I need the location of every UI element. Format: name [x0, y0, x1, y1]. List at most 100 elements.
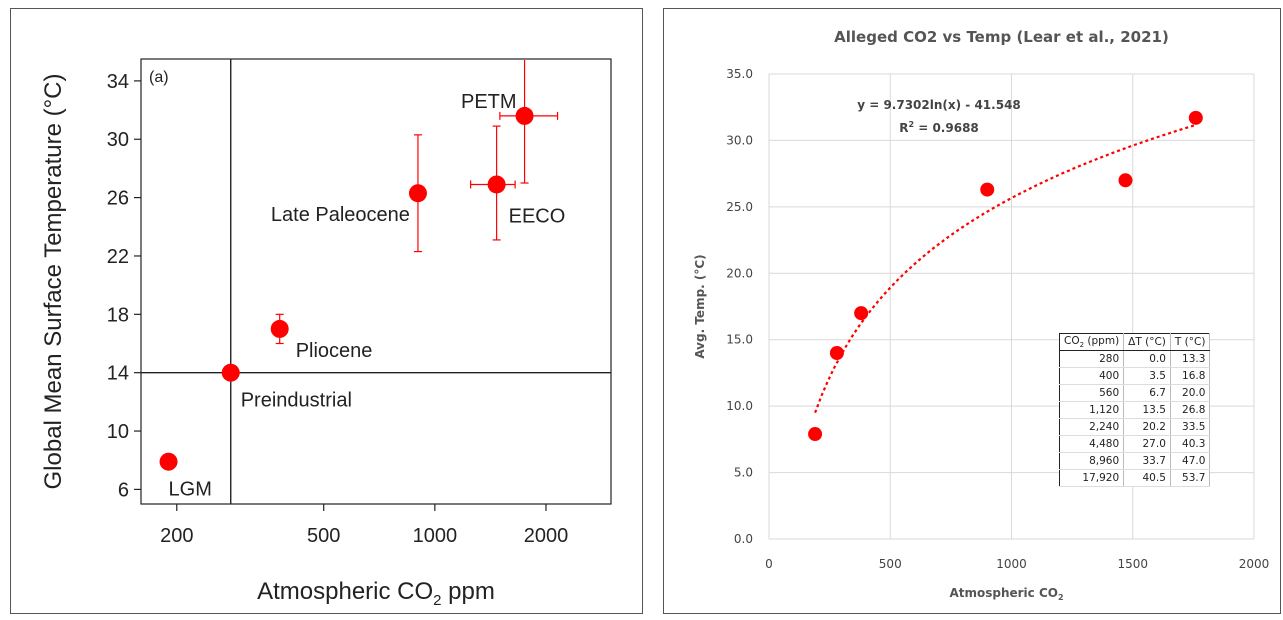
table-header-cell: T (°C): [1170, 333, 1211, 352]
y-tick-label: 0.0: [734, 532, 753, 546]
table-cell: 33.7: [1123, 452, 1171, 471]
x-tick-label: 1500: [1117, 557, 1148, 571]
table-cell: 33.5: [1170, 418, 1211, 437]
table-cell: 16.8: [1170, 367, 1211, 386]
table-cell: 6.7: [1123, 384, 1171, 403]
table-row: 1,120 13.5 26.8: [1059, 401, 1211, 420]
data-point-petm: [515, 106, 534, 125]
point-label: EECO: [509, 205, 566, 227]
y-tick-label: 30.0: [726, 133, 753, 147]
x-tick-label: 200: [160, 525, 193, 547]
y-tick-label: 22: [107, 246, 129, 268]
table-cell: 40.3: [1170, 435, 1211, 454]
table-row: 2,240 20.2 33.5: [1059, 418, 1211, 437]
data-point-lgm: [159, 452, 178, 471]
table-cell: 13.5: [1123, 401, 1171, 420]
table-cell: 20.0: [1170, 384, 1211, 403]
data-point-pliocene: [270, 319, 289, 338]
y-tick-label: 10: [107, 421, 129, 443]
x-tick-label: 500: [879, 557, 902, 571]
x-axis-label-subscript: 2: [1058, 593, 1064, 602]
table-cell: 400: [1059, 367, 1125, 386]
point-label: LGM: [169, 479, 212, 501]
trendline-r-squared: R2 = 0.9688: [899, 120, 979, 135]
x-axis-label-main: Atmospheric CO: [257, 578, 433, 605]
table-row: 4,480 27.0 40.3: [1059, 435, 1211, 454]
table-cell: 20.2: [1123, 418, 1171, 437]
y-tick-label: 25.0: [726, 200, 753, 214]
r-squared-suffix: = 0.9688: [914, 121, 979, 135]
table-cell: 560: [1059, 384, 1125, 403]
data-point-4: [980, 182, 995, 197]
plot-frame: [140, 58, 612, 505]
table-cell: 40.5: [1123, 469, 1171, 488]
table-header-text: ΔT (°C): [1128, 336, 1166, 349]
chart-a-svg: 6 10 14 18 22 26 30 34 200 500 1000 2000 (a) Atmosphe…: [40, 58, 612, 609]
r-squared-superscript: 2: [908, 120, 914, 129]
table-row: 280 0.0 13.3: [1059, 350, 1211, 369]
table-cell: 2,240: [1059, 418, 1125, 437]
x-tick-label: 0: [765, 557, 773, 571]
data-point-eeco: [487, 175, 506, 194]
table-header-text: CO: [1064, 335, 1080, 347]
data-point-1: [808, 427, 823, 442]
data-point-6: [1188, 110, 1203, 125]
trendline-equation: y = 9.7302ln(x) - 41.548: [857, 98, 1021, 112]
table-header-cell: CO2 (ppm): [1059, 333, 1125, 352]
x-axis-label-main: Atmospheric CO: [949, 586, 1058, 600]
panel-label: (a): [149, 69, 169, 86]
data-point-5: [1118, 173, 1133, 188]
x-axis-label-tail: ppm: [442, 578, 495, 605]
x-tick-label: 1000: [996, 557, 1027, 571]
y-tick-label: 26: [107, 188, 129, 210]
table-cell: 26.8: [1170, 401, 1211, 420]
table-cell: 47.0: [1170, 452, 1211, 471]
table-header-cell: ΔT (°C): [1123, 333, 1171, 352]
y-tick-label: 6: [118, 479, 129, 501]
point-label: Preindustrial: [241, 390, 352, 412]
y-tick-label: 20.0: [726, 266, 753, 280]
table-cell: 4,480: [1059, 435, 1125, 454]
table-header-tail: (ppm): [1084, 335, 1120, 347]
co2-temperature-table: CO2 (ppm) ΔT (°C) T (°C) 280 0.0 13.3 400 3.5 1…: [1059, 333, 1211, 488]
data-point-preindustrial: [221, 363, 240, 382]
point-label: Pliocene: [296, 340, 373, 362]
x-axis-label-subscript: 2: [433, 592, 441, 609]
y-tick-label: 35.0: [726, 67, 753, 81]
table-header-subscript: 2: [1079, 341, 1085, 350]
data-point-2: [829, 346, 844, 360]
x-tick-label: 2000: [524, 525, 569, 547]
data-point-late-paleocene: [408, 184, 427, 203]
chart-panel-b: 0.0 5.0 10.0 15.0 20.0 25.0 30.0 35.0 0 500 1000 15…: [663, 8, 1281, 614]
table-header-text: T (°C): [1174, 336, 1206, 349]
chart-title: Alleged CO2 vs Temp (Lear et al., 2021): [834, 28, 1169, 46]
table-row: 8,960 33.7 47.0: [1059, 452, 1211, 471]
y-axis-label: Global Mean Surface Temperature (°C): [40, 73, 67, 489]
x-tick-label: 2000: [1239, 557, 1270, 571]
y-tick-label: 34: [107, 71, 129, 93]
table-cell: 3.5: [1123, 367, 1171, 386]
y-tick-label: 18: [107, 304, 129, 326]
x-axis-label: Atmospheric CO2 ppm: [257, 578, 495, 609]
table-cell: 1,120: [1059, 401, 1125, 420]
point-label: PETM: [461, 91, 517, 113]
chart-b-svg: 0.05.010.015.020.025.030.035.00 500 1000 15…: [693, 28, 1270, 602]
x-tick-label: 500: [307, 525, 340, 547]
y-tick-label: 10.0: [726, 399, 753, 413]
r-squared-prefix: R: [899, 121, 908, 135]
y-axis-label: Avg. Temp. (°C): [693, 254, 707, 358]
table-row: 400 3.5 16.8: [1059, 367, 1211, 386]
y-tick-label: 5.0: [734, 466, 753, 480]
table-cell: 13.3: [1170, 350, 1211, 369]
y-tick-label: 15.0: [726, 333, 753, 347]
data-point-3: [854, 306, 869, 321]
x-tick-label: 1000: [413, 525, 458, 547]
table-row: 560 6.7 20.0: [1059, 384, 1211, 403]
x-axis-label: Atmospheric CO2: [949, 586, 1063, 602]
chart-panel-a: 6 10 14 18 22 26 30 34 200 500 1000 2000 (a) Atmosphe…: [10, 8, 643, 614]
table-row: 17,920 40.5 53.7: [1059, 469, 1211, 488]
table-cell: 0.0: [1123, 350, 1171, 369]
y-tick-label: 14: [107, 363, 129, 385]
table-cell: 17,920: [1059, 469, 1125, 488]
point-label: Late Paleocene: [271, 204, 410, 226]
